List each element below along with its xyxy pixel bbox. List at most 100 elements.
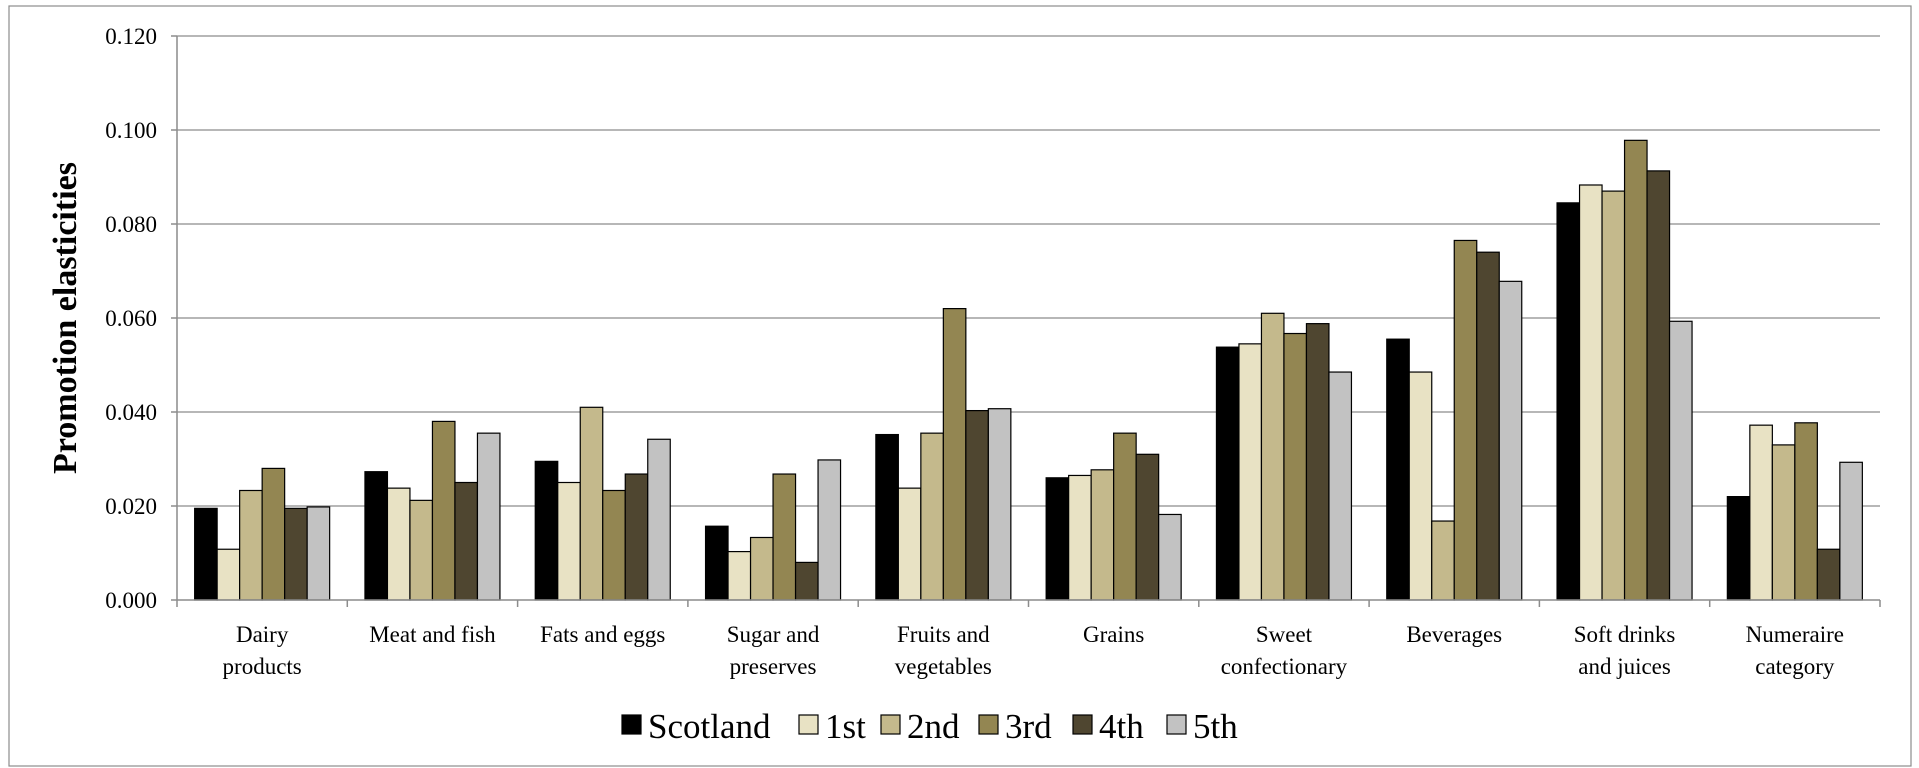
legend-label: 5th xyxy=(1193,707,1238,746)
bar xyxy=(1283,332,1308,601)
x-tick-label-line: and juices xyxy=(1578,654,1671,679)
x-tick-label: Dairy products xyxy=(223,622,302,679)
x-tick-label-line: Meat and fish xyxy=(369,622,496,647)
bar xyxy=(194,507,218,601)
bar xyxy=(794,561,819,601)
bar xyxy=(1578,184,1603,601)
bar xyxy=(942,308,967,601)
bar xyxy=(727,550,752,601)
x-tick-label: Grains xyxy=(1083,622,1144,647)
bar xyxy=(1453,239,1478,601)
y-tick-labels: 0.000 0.020 0.040 0.060 0.080 0.100 0.120 xyxy=(105,24,157,613)
bar xyxy=(1090,469,1115,601)
legend-swatch xyxy=(880,714,901,735)
bar xyxy=(284,507,308,601)
bar xyxy=(1408,371,1433,601)
bar xyxy=(749,536,774,601)
x-tick-label: Meat and fish xyxy=(369,622,496,647)
bar xyxy=(602,489,626,601)
legend-label: 3rd xyxy=(1005,707,1052,746)
legend-label: 4th xyxy=(1099,707,1144,746)
bar xyxy=(1135,453,1160,601)
x-tick-label-line: preserves xyxy=(730,654,817,679)
y-tick-label: 0.080 xyxy=(105,212,157,237)
bar xyxy=(1328,371,1353,601)
x-tick-label-line: confectionary xyxy=(1221,654,1348,679)
y-tick-label: 0.020 xyxy=(105,494,157,519)
bar xyxy=(1431,520,1455,601)
x-tick-label-line: Beverages xyxy=(1406,622,1502,647)
x-tick-label-line: Grains xyxy=(1083,622,1144,647)
bar xyxy=(1794,422,1818,601)
bar xyxy=(987,408,1012,601)
y-axis-label: Promotion elasticities xyxy=(47,162,84,474)
bar xyxy=(704,525,729,601)
legend-swatch xyxy=(1166,714,1187,735)
legend-swatch xyxy=(621,714,642,735)
bar xyxy=(476,432,501,601)
bar xyxy=(1238,343,1263,601)
bar xyxy=(772,473,797,601)
legend-label: 2nd xyxy=(907,707,960,746)
bar xyxy=(306,506,331,601)
x-tick-label: Sweet confectionary xyxy=(1221,622,1348,679)
bar xyxy=(261,467,286,601)
bar xyxy=(1839,461,1863,601)
x-tick-label-line: Soft drinks xyxy=(1574,622,1676,647)
bar xyxy=(1498,280,1523,601)
legend-label: 1st xyxy=(825,707,866,746)
bar xyxy=(624,473,649,601)
bar xyxy=(1556,202,1581,601)
x-tick-label-line: Numeraire xyxy=(1746,622,1844,647)
x-tick-label-line: Fats and eggs xyxy=(540,622,665,647)
bar xyxy=(1601,190,1626,601)
bar xyxy=(897,487,922,601)
legend-swatch xyxy=(798,714,819,735)
x-tick-label-line: category xyxy=(1755,654,1835,679)
bar xyxy=(1305,323,1330,601)
x-tick-label: Fruits and vegetables xyxy=(895,622,992,679)
bar xyxy=(534,460,559,601)
bar xyxy=(216,548,241,601)
bar xyxy=(965,409,989,601)
bar xyxy=(1476,251,1500,601)
x-tick-label-line: products xyxy=(223,654,302,679)
bar xyxy=(1623,139,1648,601)
x-tick-label-line: vegetables xyxy=(895,654,992,679)
bar xyxy=(1045,477,1070,601)
x-tick-label: Soft drinks and juices xyxy=(1574,622,1676,679)
y-tick-label: 0.060 xyxy=(105,306,157,331)
bar xyxy=(1646,170,1671,601)
axes xyxy=(171,35,1881,607)
bar xyxy=(1386,338,1410,601)
bar xyxy=(1771,444,1796,601)
bar xyxy=(1260,312,1285,601)
bar xyxy=(364,471,389,601)
bar xyxy=(1113,432,1137,601)
bar xyxy=(920,432,944,601)
x-tick-label: Numeraire category xyxy=(1746,622,1844,679)
bar xyxy=(875,433,899,601)
legend-swatch xyxy=(1072,714,1093,735)
bar xyxy=(1749,424,1773,601)
y-tick-label: 0.000 xyxy=(105,588,157,613)
x-tick-label: Beverages xyxy=(1406,622,1502,647)
bar xyxy=(409,499,434,601)
bar xyxy=(431,420,456,601)
x-tick-label-line: Sweet xyxy=(1256,622,1313,647)
bar xyxy=(557,481,581,601)
legend-label: Scotland xyxy=(648,707,771,746)
y-tick-label: 0.120 xyxy=(105,24,157,49)
bar xyxy=(817,459,842,601)
bar xyxy=(1816,548,1841,601)
bar xyxy=(579,406,604,601)
bar xyxy=(1068,474,1092,601)
x-tick-labels: Dairy products Meat and fish Fats and eggs S… xyxy=(223,622,1844,679)
bar xyxy=(1215,346,1240,601)
x-tick-label-line: Fruits and xyxy=(897,622,990,647)
bar xyxy=(1158,513,1182,601)
x-tick-label-line: Dairy xyxy=(236,622,289,647)
y-tick-label: 0.100 xyxy=(105,118,157,143)
